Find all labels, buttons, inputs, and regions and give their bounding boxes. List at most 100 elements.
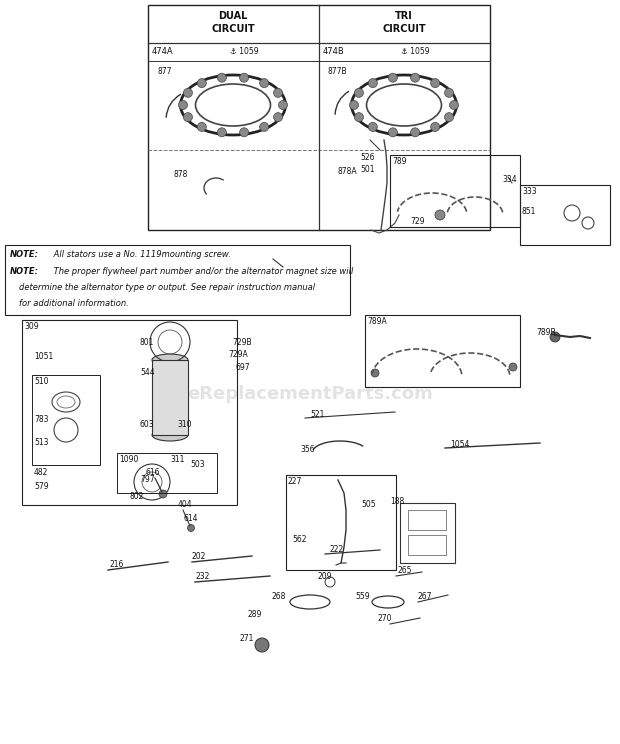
Text: 309: 309 bbox=[24, 322, 38, 331]
Text: 789B: 789B bbox=[536, 328, 556, 337]
Text: 878A: 878A bbox=[337, 167, 356, 176]
Bar bbox=[22, 320, 237, 505]
Text: 501: 501 bbox=[360, 165, 374, 174]
Text: 510: 510 bbox=[34, 377, 48, 386]
Text: 505: 505 bbox=[361, 500, 376, 509]
Text: 209: 209 bbox=[318, 572, 332, 581]
Circle shape bbox=[445, 89, 454, 97]
Circle shape bbox=[355, 112, 363, 122]
Text: 802: 802 bbox=[130, 492, 144, 501]
Text: 334: 334 bbox=[502, 175, 516, 184]
Text: 333: 333 bbox=[522, 187, 537, 196]
Text: eReplacementParts.com: eReplacementParts.com bbox=[187, 385, 433, 403]
Text: DUAL: DUAL bbox=[218, 11, 247, 21]
Text: 1051: 1051 bbox=[34, 352, 53, 361]
Circle shape bbox=[410, 128, 420, 137]
Text: 270: 270 bbox=[378, 614, 392, 623]
Text: 616: 616 bbox=[145, 468, 159, 477]
Text: 188: 188 bbox=[390, 497, 404, 506]
Circle shape bbox=[371, 369, 379, 377]
Text: 544: 544 bbox=[140, 368, 154, 377]
Text: 1054: 1054 bbox=[450, 440, 469, 449]
Text: 603: 603 bbox=[140, 420, 154, 429]
Circle shape bbox=[239, 128, 249, 137]
Text: 513: 513 bbox=[34, 438, 48, 447]
Text: 268: 268 bbox=[272, 592, 286, 601]
Bar bbox=[520, 185, 610, 245]
Circle shape bbox=[445, 112, 454, 122]
Bar bbox=[408, 535, 446, 555]
Text: NOTE:: NOTE: bbox=[10, 267, 39, 276]
Circle shape bbox=[431, 123, 440, 132]
Text: 227: 227 bbox=[288, 477, 303, 486]
Circle shape bbox=[197, 79, 206, 88]
Text: CIRCUIT: CIRCUIT bbox=[211, 24, 255, 34]
Text: 1090: 1090 bbox=[119, 455, 138, 464]
Circle shape bbox=[431, 79, 440, 88]
Circle shape bbox=[260, 79, 268, 88]
Text: 202: 202 bbox=[192, 552, 206, 561]
Text: 579: 579 bbox=[34, 482, 48, 491]
Circle shape bbox=[350, 100, 358, 109]
Circle shape bbox=[435, 210, 445, 220]
Circle shape bbox=[218, 128, 226, 137]
Circle shape bbox=[218, 73, 226, 82]
Bar bbox=[148, 5, 490, 230]
Text: 877B: 877B bbox=[327, 67, 347, 76]
Circle shape bbox=[273, 89, 283, 97]
Circle shape bbox=[550, 332, 560, 342]
Text: 562: 562 bbox=[292, 535, 306, 544]
Circle shape bbox=[179, 100, 187, 109]
Text: 271: 271 bbox=[240, 634, 254, 643]
Text: 404: 404 bbox=[178, 500, 193, 509]
Text: 482: 482 bbox=[34, 468, 48, 477]
Bar bbox=[32, 375, 100, 465]
Ellipse shape bbox=[152, 354, 188, 366]
Text: 789: 789 bbox=[392, 157, 407, 166]
Text: 265: 265 bbox=[398, 566, 412, 575]
Text: 729B: 729B bbox=[232, 338, 252, 347]
Circle shape bbox=[410, 73, 420, 82]
Text: 789A: 789A bbox=[367, 317, 387, 326]
Text: 267: 267 bbox=[418, 592, 433, 601]
Bar bbox=[117, 453, 217, 493]
Bar bbox=[365, 315, 520, 387]
Bar bbox=[5, 245, 350, 315]
Text: 729A: 729A bbox=[228, 350, 248, 359]
Circle shape bbox=[159, 490, 167, 498]
Text: 232: 232 bbox=[195, 572, 210, 581]
Text: NOTE:: NOTE: bbox=[10, 250, 39, 259]
Text: 526: 526 bbox=[360, 153, 374, 162]
Circle shape bbox=[184, 112, 192, 122]
Bar bbox=[390, 155, 520, 227]
Circle shape bbox=[355, 89, 363, 97]
Text: 801: 801 bbox=[140, 338, 154, 347]
Circle shape bbox=[278, 100, 288, 109]
Circle shape bbox=[388, 73, 397, 82]
Text: 474B: 474B bbox=[323, 47, 345, 56]
Text: ⚓ 1059: ⚓ 1059 bbox=[401, 47, 430, 56]
Text: 521: 521 bbox=[310, 410, 324, 419]
Text: 783: 783 bbox=[34, 415, 48, 424]
Text: All stators use a No. 1119mounting screw.: All stators use a No. 1119mounting screw… bbox=[51, 250, 231, 259]
Text: 474A: 474A bbox=[152, 47, 174, 56]
Text: 503: 503 bbox=[190, 460, 205, 469]
Circle shape bbox=[255, 638, 269, 652]
Bar bbox=[400, 503, 455, 563]
Circle shape bbox=[368, 123, 378, 132]
Ellipse shape bbox=[152, 429, 188, 441]
Text: 311: 311 bbox=[170, 455, 184, 464]
Bar bbox=[152, 360, 188, 435]
Bar bbox=[408, 510, 446, 530]
Text: 614: 614 bbox=[183, 514, 198, 523]
Text: 797: 797 bbox=[140, 475, 154, 484]
Circle shape bbox=[187, 525, 195, 531]
Text: 851: 851 bbox=[522, 207, 536, 216]
Circle shape bbox=[368, 79, 378, 88]
Bar bbox=[286, 475, 396, 570]
Text: 216: 216 bbox=[110, 560, 125, 569]
Text: TRI: TRI bbox=[395, 11, 413, 21]
Circle shape bbox=[388, 128, 397, 137]
Circle shape bbox=[509, 363, 517, 371]
Circle shape bbox=[260, 123, 268, 132]
